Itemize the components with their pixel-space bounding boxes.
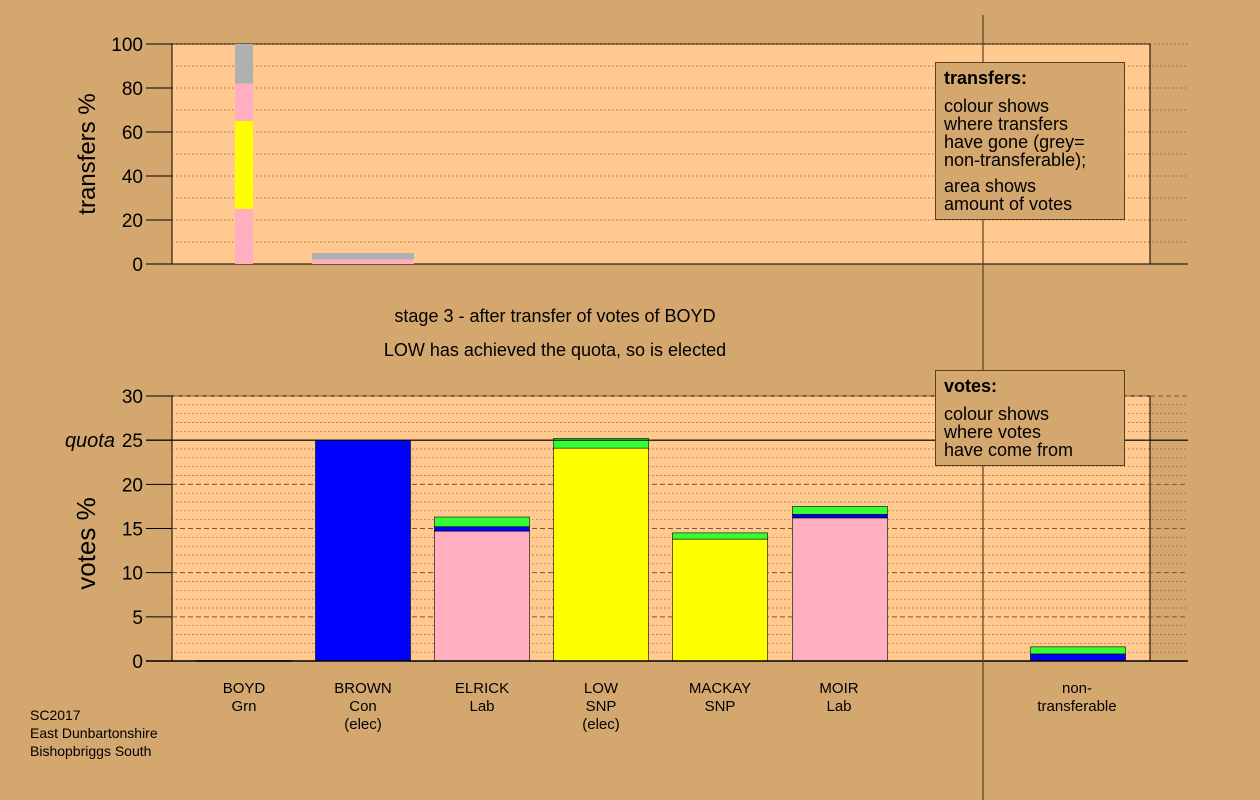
vote-bar-segment — [1030, 653, 1126, 662]
candidate-name: MACKAY — [688, 680, 752, 697]
transfers-tick-label: 60 — [122, 123, 143, 144]
candidate-party: SNP — [704, 698, 736, 715]
votes-tick-label: 20 — [122, 475, 143, 496]
vote-bar-segment — [434, 516, 530, 528]
candidate-name: BOYD — [222, 680, 266, 697]
vote-bar-segment — [792, 506, 888, 515]
votes-legend-para1: colour shows where votes have come from — [944, 405, 1116, 459]
votes-tick-label: 5 — [132, 608, 143, 629]
transfers-legend-para2: area shows amount of votes — [944, 177, 1116, 213]
legend-line: colour shows — [944, 404, 1050, 424]
vote-bar-segment — [672, 538, 768, 662]
stage-subtitle: LOW has achieved the quota, so is electe… — [383, 340, 727, 360]
legend-line: colour shows — [944, 96, 1050, 116]
votes-tick-label: 15 — [122, 520, 143, 541]
election-info: SC2017 East Dunbartonshire Bishopbriggs … — [30, 706, 158, 760]
candidate-label-brown: BROWN Con (elec) — [303, 680, 423, 734]
candidate-name: MOIR — [819, 680, 859, 697]
candidate-party: Con — [349, 698, 377, 715]
transfers-legend-title: transfers: — [944, 68, 1028, 88]
transfer-bar-segment — [312, 253, 414, 260]
votes-legend-title: votes: — [944, 376, 998, 396]
legend-line: non-transferable); — [944, 150, 1087, 170]
candidate-party: Grn — [231, 698, 257, 715]
vote-bar-segment — [792, 517, 888, 662]
candidate-name: LOW — [583, 680, 619, 697]
quota-label: quota — [65, 430, 115, 452]
transfers-tick-label: 0 — [132, 255, 143, 276]
legend-line: area shows — [944, 176, 1037, 196]
transfers-axis-label: transfers % — [74, 93, 101, 214]
transfers-tick-label: 40 — [122, 167, 143, 188]
transfers-tick-label: 80 — [122, 79, 143, 100]
vote-bar-segment — [553, 438, 649, 449]
candidate-label-low: LOW SNP (elec) — [541, 680, 661, 734]
transfer-bar-segment — [235, 209, 253, 264]
votes-tick-label: 25 — [122, 431, 143, 452]
legend-line: where transfers — [944, 114, 1069, 134]
transfer-bar-segment — [235, 44, 253, 84]
vote-bar-segment — [792, 514, 888, 519]
votes-legend: votes: colour shows where votes have com… — [935, 370, 1125, 466]
candidate-label-elrick: ELRICK Lab — [422, 680, 542, 716]
candidate-party: SNP — [585, 698, 617, 715]
candidate-name: ELRICK — [454, 680, 510, 697]
votes-tick-label: 0 — [132, 652, 143, 673]
candidate-label-moir: MOIR Lab — [779, 680, 899, 716]
ward-name: Bishopbriggs South — [30, 743, 152, 759]
candidate-label-mackay: MACKAY SNP — [660, 680, 780, 716]
vote-bar-segment — [315, 439, 411, 662]
legend-line: have gone (grey= — [944, 132, 1085, 152]
nontransferable-label: non- transferable — [1017, 680, 1137, 716]
legend-line: have come from — [944, 440, 1074, 460]
vote-bar-segment — [434, 526, 530, 532]
election-id: SC2017 — [30, 707, 81, 723]
nontransferable-label-line: transferable — [1037, 698, 1117, 715]
transfers-tick-label: 100 — [111, 35, 143, 56]
legend-line: where votes — [944, 422, 1042, 442]
transfer-bar-segment — [235, 121, 253, 209]
transfers-legend-para1: colour shows where transfers have gone (… — [944, 97, 1116, 169]
council-name: East Dunbartonshire — [30, 725, 158, 741]
transfers-legend: transfers: colour shows where transfers … — [935, 62, 1125, 220]
candidate-label-boyd: BOYD Grn — [184, 680, 304, 716]
vote-bar-segment — [553, 447, 649, 662]
transfer-bar-segment — [312, 259, 414, 264]
votes-tick-label: 30 — [122, 387, 143, 408]
candidate-party: Lab — [826, 698, 852, 715]
candidate-note: (elec) — [344, 716, 382, 733]
vote-bar-segment — [1030, 646, 1126, 655]
candidate-party: Lab — [469, 698, 495, 715]
votes-tick-label: 10 — [122, 564, 143, 585]
legend-line: amount of votes — [944, 194, 1073, 214]
vote-bar-segment — [434, 530, 530, 662]
nontransferable-label-line: non- — [1061, 680, 1093, 697]
transfers-tick-label: 20 — [122, 211, 143, 232]
stage-title: stage 3 - after transfer of votes of BOY… — [394, 306, 716, 326]
transfer-bar-segment — [235, 83, 253, 121]
candidate-name: BROWN — [334, 680, 392, 697]
vote-bar-segment — [672, 532, 768, 540]
candidate-note: (elec) — [582, 716, 620, 733]
votes-axis-label: votes % — [71, 497, 101, 590]
